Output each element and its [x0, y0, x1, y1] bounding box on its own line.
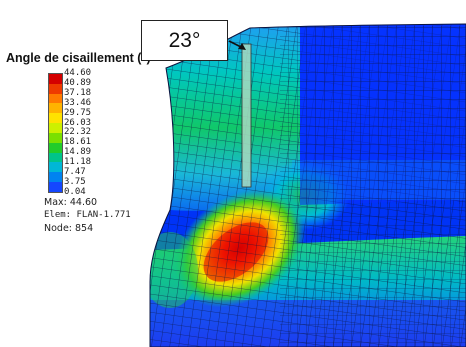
max-value: Max: 44.60	[44, 197, 98, 208]
legend-band	[49, 74, 62, 84]
angle-arrow	[228, 40, 246, 50]
legend-tick-label: 33.46	[64, 97, 92, 108]
legend-tick-label: 0.04	[64, 186, 86, 197]
element-id: Elem: FLAN-1.771	[44, 210, 131, 220]
legend-tick-label: 26.03	[64, 117, 92, 128]
legend-band	[49, 162, 62, 173]
angle-label-text: 23°	[168, 28, 201, 52]
legend-band	[49, 103, 62, 114]
legend-tick-label: 14.89	[64, 147, 92, 158]
measurement-strip	[241, 43, 252, 188]
legend-band	[49, 152, 62, 163]
legend-tick-label: 11.18	[64, 157, 92, 168]
legend-band	[49, 123, 62, 133]
legend-tick-label: 40.89	[64, 77, 92, 88]
node-id: Node: 854	[44, 223, 94, 234]
legend-tick-label: 18.61	[64, 137, 92, 148]
legend-band	[49, 93, 62, 104]
legend-ticks: 44.60 40.89 37.18 33.46 29.75 26.03 22.32 18.61…	[64, 68, 92, 198]
angle-label-box: 23°	[141, 20, 228, 61]
legend-tick-label: 29.75	[64, 107, 92, 118]
legend-title: Angle de cisaillement (°)	[6, 51, 151, 65]
info-block: Max: 44.60 Elem: FLAN-1.771 Node: 854	[44, 196, 131, 235]
legend-band	[49, 132, 62, 143]
legend-tick-label: 37.18	[64, 87, 92, 98]
legend-tick-label: 22.32	[64, 127, 92, 138]
legend-band	[49, 83, 62, 94]
legend-band	[49, 182, 62, 192]
legend-band	[49, 172, 62, 183]
legend-tick-label: 7.47	[64, 167, 86, 178]
legend-tick-label: 44.60	[64, 68, 92, 78]
legend-band	[49, 113, 62, 124]
legend-tick-label: 3.75	[64, 176, 86, 187]
legend-band	[49, 142, 62, 153]
legend-color-bar	[48, 73, 63, 193]
